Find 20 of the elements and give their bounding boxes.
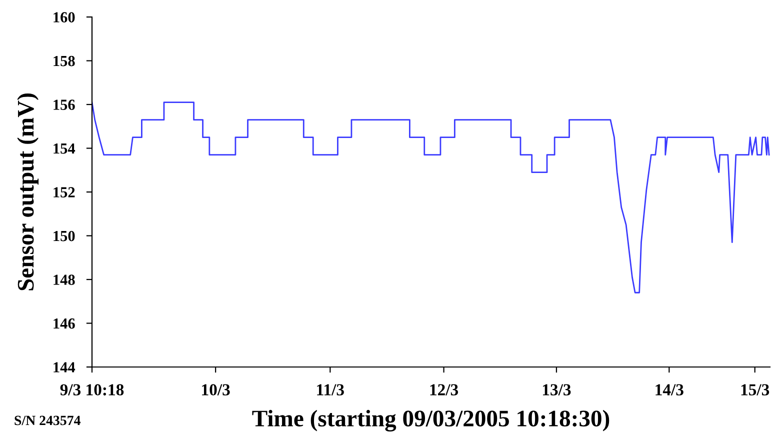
x-tick-label: 9/3 10:18 [60, 384, 124, 396]
x-axis-title: Time (starting 09/03/2005 10:18:30) [252, 410, 610, 432]
x-tick-label: 13/3 [542, 384, 571, 396]
text: S/N 243574 [14, 416, 80, 426]
y-tick-label: 160 [54, 12, 75, 22]
y-tick-label: 144 [54, 362, 76, 372]
y-tick-label: 146 [54, 318, 75, 329]
x-tick-label: 12/3 [430, 384, 458, 396]
y-tick-label: 156 [54, 100, 75, 110]
x-tick-label: 15/3 [741, 384, 770, 396]
y-tick-label: 150 [54, 230, 75, 242]
line-series [92, 102, 770, 294]
x-tick-label: 10/3 [202, 384, 230, 396]
y-tick-label: 154 [54, 143, 76, 154]
x-tick-label: 14/3 [656, 384, 684, 396]
y-axis-title: Sensor output (mV) [17, 94, 39, 290]
y-tick-label: 158 [54, 56, 75, 66]
x-tick-label: 11/3 [317, 384, 344, 396]
y-tick-label: 152 [54, 187, 75, 198]
y-tick-label: 148 [54, 274, 75, 285]
